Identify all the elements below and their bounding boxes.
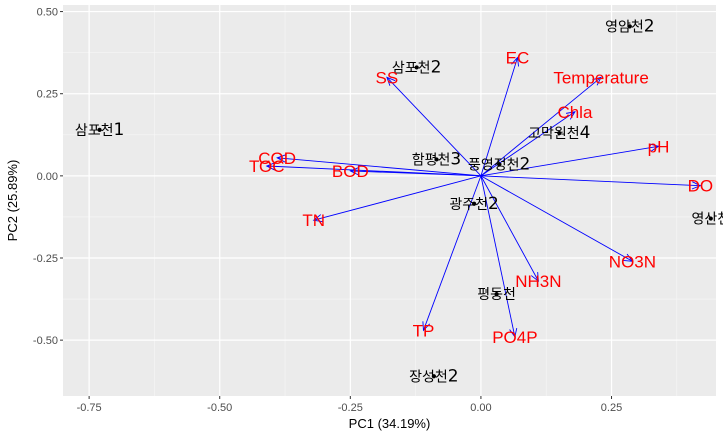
point-marker: [472, 201, 477, 206]
label-ss: SS: [376, 68, 399, 87]
y-tick-label: -0.25: [33, 253, 58, 265]
point-marker: [414, 65, 419, 70]
sample-points: 영암천2 삼포천2 삼포천1 고막원천4 함평천3 풍영정천2 광주천2 영산천평동천장성천2: [75, 16, 723, 386]
label-do: DO: [688, 177, 714, 196]
point-label: 고막원천4: [528, 123, 590, 143]
arrow-tn: [312, 175, 482, 223]
point-label: 풍영정천2: [468, 154, 530, 174]
y-tick-label: 0.00: [37, 171, 58, 183]
point-label: 영산천: [691, 212, 723, 228]
label-tn: TN: [302, 211, 325, 230]
arrow-nh3n: [480, 175, 539, 282]
label-po4p: PO4P: [492, 328, 537, 347]
sample-point: 장성천2: [409, 366, 458, 386]
label-chla: Chla: [557, 103, 593, 122]
arrow-ss: [386, 76, 482, 177]
sample-point: 고막원천4: [528, 123, 590, 143]
point-marker: [431, 374, 437, 379]
label-cod: COD: [258, 149, 296, 168]
sample-point: 함평천3: [412, 149, 461, 169]
x-axis-title: PC1 (34.19%): [349, 416, 431, 431]
arrow-tp: [422, 175, 482, 332]
point-label: 평동천: [477, 287, 516, 303]
arrow-chla: [480, 111, 576, 177]
point-marker: [434, 157, 439, 162]
sample-point: 삼포천1: [75, 120, 124, 140]
point-marker: [494, 292, 499, 297]
label-nh3n: NH3N: [515, 272, 561, 291]
point-label: 함평천3: [412, 149, 461, 169]
arrow-no3n: [480, 175, 634, 262]
x-tick-label: 0.00: [470, 402, 491, 414]
point-marker: [497, 162, 502, 167]
label-toc: TOC: [249, 157, 285, 176]
y-axis: -0.50 -0.25 0.00 0.25 0.50: [33, 7, 63, 347]
arrow-cod: [276, 154, 481, 177]
arrow-bod: [349, 167, 481, 177]
y-tick-label: 0.25: [37, 89, 58, 101]
label-bod: BOD: [332, 162, 369, 181]
arrow-temperature: [480, 76, 602, 177]
x-tick-label: 0.25: [601, 402, 622, 414]
x-tick-label: -0.75: [77, 402, 102, 414]
label-ph: pH: [648, 137, 670, 156]
sample-point: 삼포천2: [392, 57, 441, 77]
y-axis-title: PC2 (25.89%): [5, 160, 20, 242]
y-tick-label: 0.50: [37, 7, 58, 19]
point-label: 영암천2: [605, 16, 654, 36]
sample-point: 풍영정천2: [468, 154, 530, 174]
x-tick-label: -0.50: [207, 402, 232, 414]
label-ec: EC: [506, 49, 530, 68]
sample-point: 영암천2: [605, 16, 654, 36]
arrow-ph: [480, 143, 660, 177]
x-tick-label: -0.25: [338, 402, 363, 414]
y-tick-label: -0.50: [33, 335, 58, 347]
point-label: 삼포천2: [392, 57, 441, 77]
point-marker: [708, 216, 713, 221]
loading-labels: EC Temperature Chla pH DO NO3N NH3N PO4P TP TN TOC…: [249, 49, 713, 347]
point-marker: [97, 127, 102, 132]
sample-point: 평동천: [477, 287, 516, 303]
grid-lines: [63, 5, 716, 396]
label-temperature: Temperature: [553, 68, 648, 87]
loading-arrows: [265, 56, 702, 338]
sample-point: 영산천: [691, 212, 723, 228]
point-label: 삼포천1: [75, 120, 124, 140]
arrow-ec: [480, 56, 520, 176]
label-tp: TP: [413, 321, 435, 340]
sample-point: 광주천2: [449, 194, 498, 214]
point-label: 장성천2: [409, 366, 458, 386]
point-label: 광주천2: [449, 194, 498, 214]
point-marker: [557, 131, 562, 136]
arrow-do: [480, 175, 702, 190]
x-axis: -0.75 -0.50 -0.25 0.00 0.25: [77, 396, 622, 414]
point-marker: [627, 24, 632, 29]
arrow-po4p: [480, 175, 518, 338]
label-no3n: NO3N: [609, 252, 656, 271]
